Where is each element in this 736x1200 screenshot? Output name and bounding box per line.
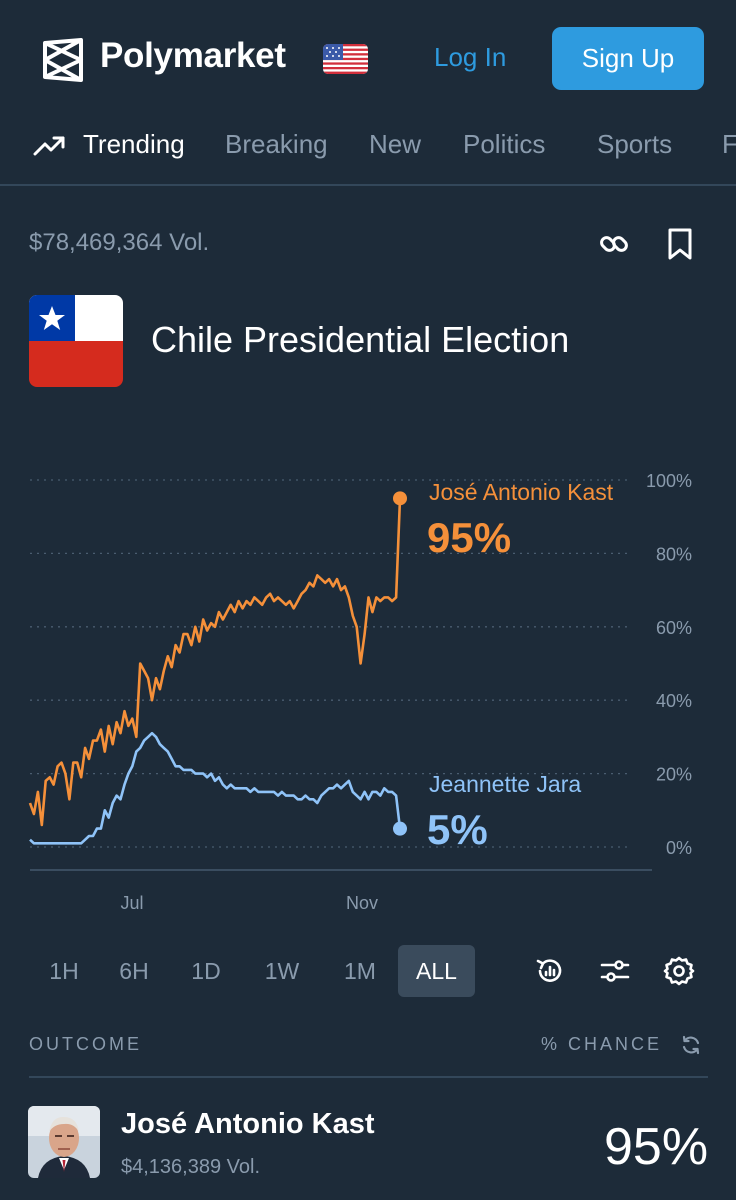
brand-name[interactable]: Polymarket (100, 36, 286, 75)
timeframe-6h[interactable]: 6H (119, 957, 149, 984)
login-link[interactable]: Log In (434, 42, 507, 72)
y-tick-label: 100% (646, 471, 692, 491)
chile-flag-icon (29, 295, 123, 387)
timeframe-1w[interactable]: 1W (264, 957, 300, 984)
y-tick-label: 80% (656, 544, 692, 564)
top-header: Polymarket Log In Sign Up (0, 0, 736, 112)
series-endpoint (393, 821, 407, 836)
outcome-header: OUTCOME (29, 1034, 142, 1054)
candidate-avatar (28, 1106, 100, 1178)
bookmark-icon[interactable] (666, 227, 694, 261)
series-value-label: 5% (427, 806, 488, 853)
nav-item-sports[interactable]: Sports (597, 129, 673, 159)
gear-icon[interactable] (663, 955, 695, 987)
timeframe-1d[interactable]: 1D (191, 957, 221, 984)
candidate-volume: $4,136,389 Vol. (121, 1156, 261, 1178)
nav-item-politics[interactable]: Politics (463, 129, 546, 159)
y-tick-label: 40% (656, 691, 692, 711)
series-line-jara (29, 731, 402, 845)
outcome-divider (29, 1076, 708, 1078)
y-tick-label: 0% (666, 838, 692, 858)
trending-icon (33, 136, 65, 156)
timeframe-1m[interactable]: 1M (344, 957, 376, 984)
category-nav: Trending Breaking New Politics Sports F (0, 112, 736, 186)
timeframe-selector: 1H 6H 1D 1W 1M ALL (0, 945, 736, 999)
link-icon[interactable] (597, 227, 631, 261)
sliders-icon[interactable] (599, 955, 631, 987)
y-tick-label: 60% (656, 618, 692, 638)
market-volume: $78,469,364 Vol. (29, 229, 210, 256)
us-flag-icon[interactable] (323, 44, 368, 74)
series-endpoint (393, 491, 407, 506)
series-name-label: Jeannette Jara (429, 771, 581, 797)
timeframe-all[interactable]: ALL (398, 945, 475, 997)
x-tick-label: Jul (120, 893, 143, 913)
nav-item-more[interactable]: F (722, 129, 736, 160)
chance-header: % CHANCE (541, 1034, 663, 1054)
market-title: Chile Presidential Election (151, 319, 570, 360)
series-value-label: 95% (427, 514, 511, 561)
candidate-name: José Antonio Kast (121, 1108, 375, 1140)
signup-button[interactable]: Sign Up (552, 27, 704, 90)
x-tick-label: Nov (346, 893, 378, 913)
price-chart[interactable]: 100% 80% 60% 40% 20% 0% Jul Nov José Antonio Kas… (0, 460, 736, 920)
nav-item-new[interactable]: New (369, 129, 422, 159)
nav-item-breaking[interactable]: Breaking (225, 129, 328, 159)
polymarket-logo-icon[interactable] (42, 38, 84, 82)
history-icon[interactable] (534, 955, 566, 987)
refresh-icon[interactable] (680, 1034, 702, 1056)
series-name-label: José Antonio Kast (429, 479, 614, 505)
nav-item-trending[interactable]: Trending (83, 129, 185, 159)
candidate-chance: 95% (604, 1118, 709, 1176)
timeframe-1h[interactable]: 1H (49, 957, 79, 984)
series-line-kast (28, 498, 402, 827)
y-tick-label: 20% (656, 765, 692, 785)
